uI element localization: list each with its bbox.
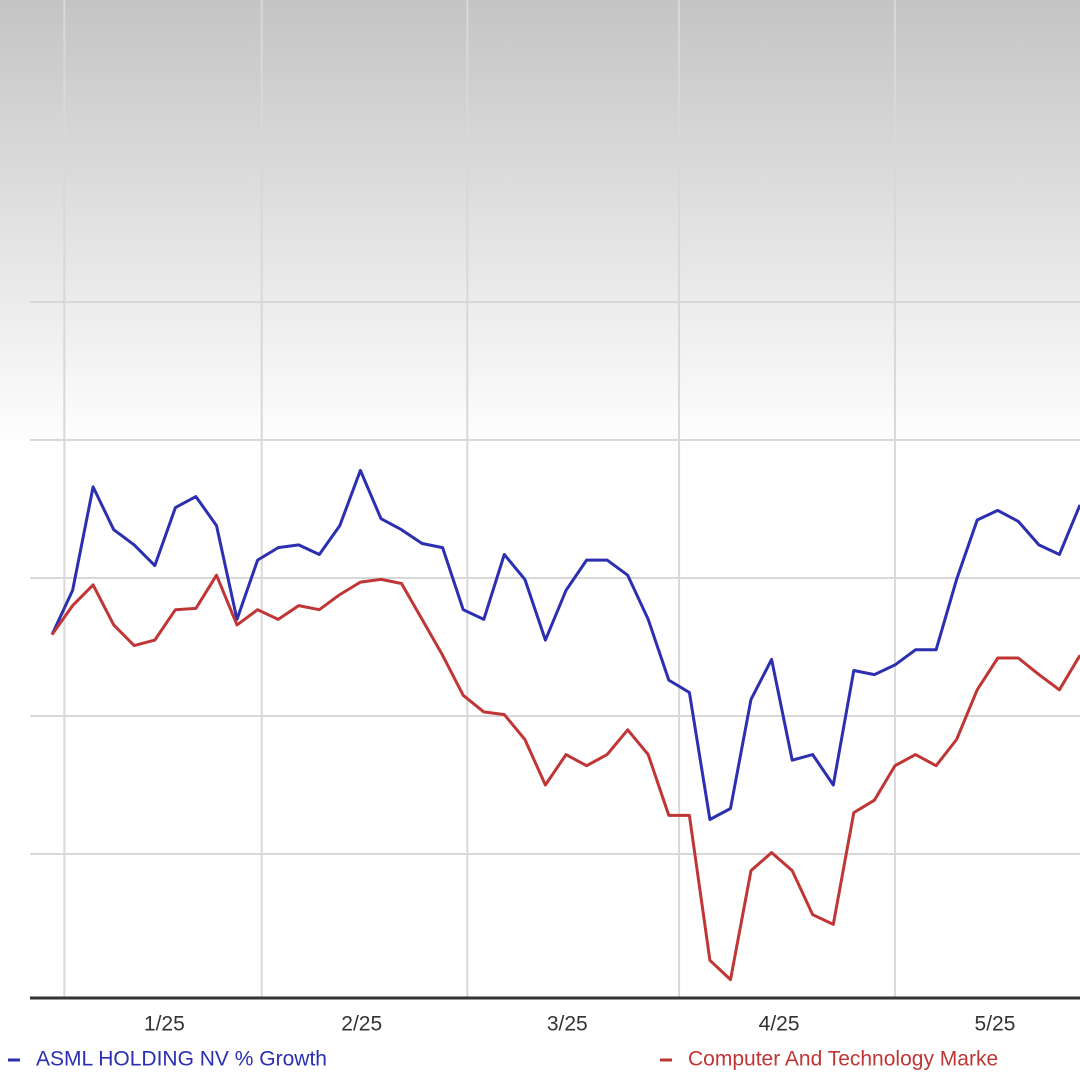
x-tick-label: 4/25 <box>759 1013 800 1036</box>
x-tick-label: 1/25 <box>144 1013 185 1036</box>
grid <box>30 0 1080 998</box>
series-line <box>50 468 1080 821</box>
plot-background <box>0 0 1080 1000</box>
legend-label: Computer And Technology Marke <box>688 1048 998 1071</box>
x-tick-label: 3/25 <box>547 1013 588 1036</box>
x-tick-label: 2/25 <box>341 1013 382 1036</box>
series-line <box>50 573 1080 982</box>
lines <box>50 468 1080 982</box>
legend: ASML HOLDING NV % Growth Computer And Tec… <box>8 1048 998 1071</box>
x-tick-label: 5/25 <box>975 1013 1016 1036</box>
x-tick-labels: 1/25 2/25 3/25 4/25 5/25 <box>144 1013 1015 1036</box>
legend-label: ASML HOLDING NV % Growth <box>36 1048 327 1071</box>
